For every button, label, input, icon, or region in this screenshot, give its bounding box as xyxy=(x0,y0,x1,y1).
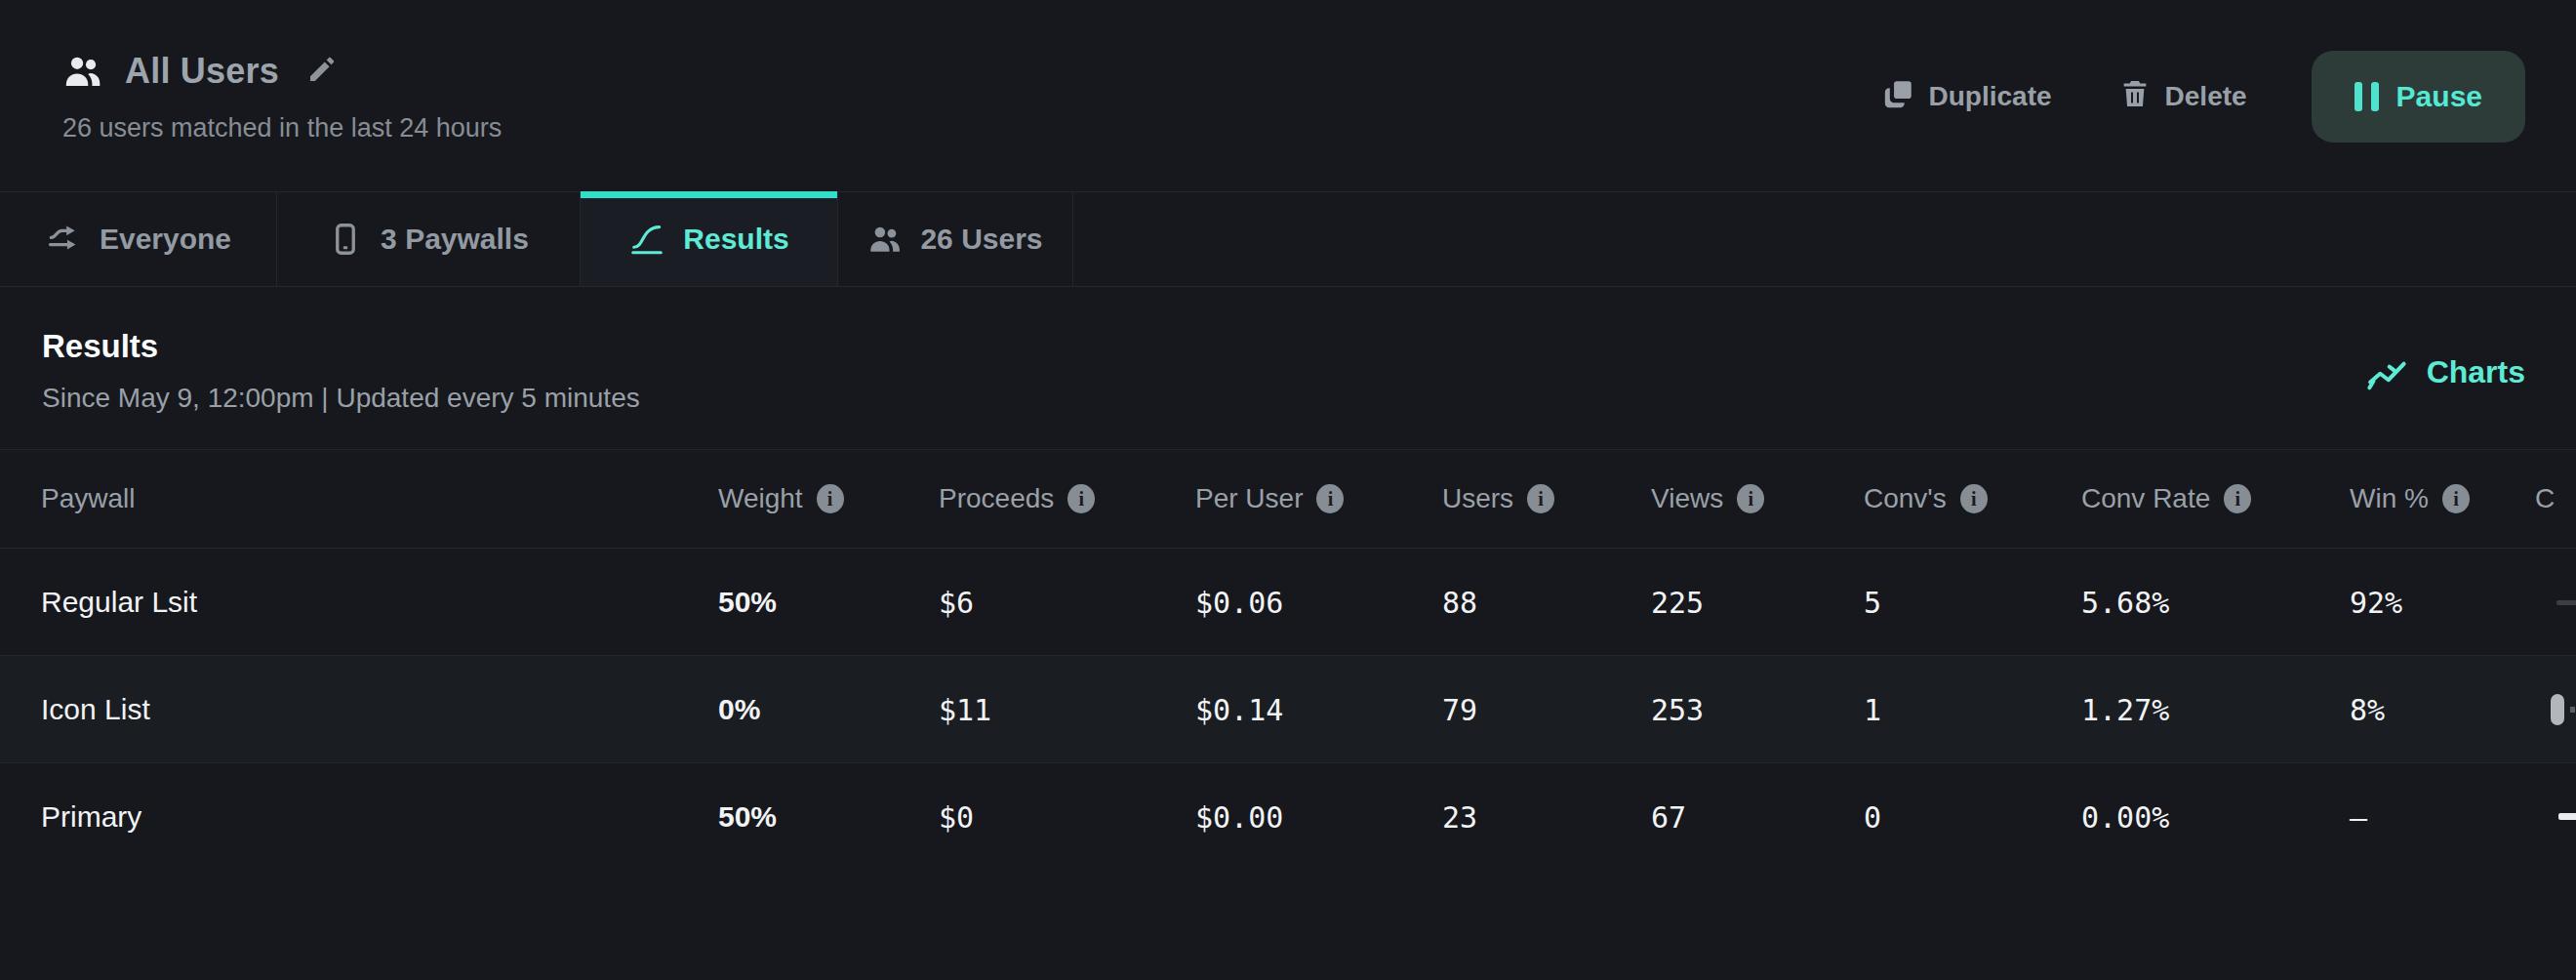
win-pct-value: 8% xyxy=(2350,693,2535,727)
tab-bar: Everyone 3 Paywalls Results xyxy=(0,191,2576,287)
phone-icon xyxy=(328,222,363,257)
duplicate-button[interactable]: Duplicate xyxy=(1863,61,2072,133)
range-pill-icon xyxy=(2551,694,2564,725)
users-icon xyxy=(867,222,903,257)
confidence-marker xyxy=(2535,549,2576,656)
info-icon[interactable]: i xyxy=(1960,484,1988,513)
confidence-marker xyxy=(2535,763,2576,871)
experiment-header: All Users 26 users matched in the last 2… xyxy=(0,0,2576,191)
results-table: Paywall Weighti Proceedsi Per Useri User… xyxy=(0,449,2576,871)
charts-label: Charts xyxy=(2427,354,2525,390)
per-user-value: $0.14 xyxy=(1195,693,1442,727)
confidence-marker xyxy=(2535,656,2576,763)
convs-value: 5 xyxy=(1864,586,2081,620)
pause-button[interactable]: Pause xyxy=(2312,51,2525,143)
col-weight: Weight xyxy=(718,483,803,514)
tab-paywalls-label: 3 Paywalls xyxy=(381,223,529,256)
charts-button[interactable]: Charts xyxy=(2364,349,2525,394)
edit-title-button[interactable] xyxy=(306,54,338,88)
col-paywall: Paywall xyxy=(41,483,135,514)
paywall-name: Primary xyxy=(0,800,718,834)
conv-rate-value: 0.00% xyxy=(2081,800,2350,835)
views-value: 225 xyxy=(1651,586,1864,620)
copy-icon xyxy=(1882,77,1915,117)
views-value: 67 xyxy=(1651,800,1864,835)
convs-value: 0 xyxy=(1864,800,2081,835)
pause-label: Pause xyxy=(2396,80,2482,113)
col-convs: Conv's xyxy=(1864,483,1947,514)
weight-value: 50% xyxy=(718,800,939,834)
range-dash-icon xyxy=(2556,600,2576,605)
col-views: Views xyxy=(1651,483,1723,514)
tab-bar-filler xyxy=(1073,192,2576,286)
paywall-name: Regular Lsit xyxy=(0,586,718,619)
results-subheading: Since May 9, 12:00pm | Updated every 5 m… xyxy=(42,383,640,414)
win-pct-value: – xyxy=(2350,800,2535,835)
weight-value: 0% xyxy=(718,693,939,726)
delete-label: Delete xyxy=(2165,81,2247,112)
conv-rate-value: 5.68% xyxy=(2081,586,2350,620)
views-value: 253 xyxy=(1651,693,1864,727)
conv-rate-value: 1.27% xyxy=(2081,693,2350,727)
chart-curve-icon xyxy=(628,221,665,258)
duplicate-label: Duplicate xyxy=(1929,81,2052,112)
tab-everyone[interactable]: Everyone xyxy=(0,192,277,286)
range-dash-icon xyxy=(2558,813,2576,820)
col-conv-rate: Conv Rate xyxy=(2081,483,2210,514)
matched-users-subtitle: 26 users matched in the last 24 hours xyxy=(62,113,502,143)
info-icon[interactable]: i xyxy=(2224,484,2251,513)
info-icon[interactable]: i xyxy=(1737,484,1764,513)
col-cutoff: C xyxy=(2535,483,2555,514)
col-proceeds: Proceeds xyxy=(939,483,1054,514)
trending-line-icon xyxy=(2364,349,2409,394)
per-user-value: $0.00 xyxy=(1195,800,1442,835)
pencil-icon xyxy=(306,54,338,88)
weight-value: 50% xyxy=(718,586,939,619)
tab-paywalls[interactable]: 3 Paywalls xyxy=(277,192,581,286)
range-dots-icon xyxy=(2570,707,2576,713)
experiment-dashboard: All Users 26 users matched in the last 2… xyxy=(0,0,2576,980)
info-icon[interactable]: i xyxy=(1316,484,1344,513)
users-icon xyxy=(62,51,103,92)
trash-icon xyxy=(2118,77,2152,117)
tab-results-label: Results xyxy=(683,223,788,256)
pause-icon xyxy=(2355,82,2379,111)
table-row-icon-list[interactable]: Icon List 0% $11 $0.14 79 253 1 1.27% 8% xyxy=(0,656,2576,763)
tab-users[interactable]: 26 Users xyxy=(838,192,1073,286)
header-actions: Duplicate Delete Pause xyxy=(1863,51,2525,143)
info-icon[interactable]: i xyxy=(817,484,844,513)
users-value: 23 xyxy=(1442,800,1651,835)
proceeds-value: $0 xyxy=(939,800,1195,835)
proceeds-value: $11 xyxy=(939,693,1195,727)
page-title: All Users xyxy=(125,51,279,92)
tab-results[interactable]: Results xyxy=(581,192,838,286)
results-heading: Results xyxy=(42,328,640,365)
title-block: All Users 26 users matched in the last 2… xyxy=(62,51,502,143)
table-row-regular-lsit[interactable]: Regular Lsit 50% $6 $0.06 88 225 5 5.68%… xyxy=(0,549,2576,656)
users-value: 88 xyxy=(1442,586,1651,620)
col-per-user: Per User xyxy=(1195,483,1303,514)
users-value: 79 xyxy=(1442,693,1651,727)
col-users: Users xyxy=(1442,483,1513,514)
table-header-row: Paywall Weighti Proceedsi Per Useri User… xyxy=(0,449,2576,549)
results-section-header: Results Since May 9, 12:00pm | Updated e… xyxy=(0,287,2576,449)
paywall-name: Icon List xyxy=(0,693,718,726)
per-user-value: $0.06 xyxy=(1195,586,1442,620)
win-pct-value: 92% xyxy=(2350,586,2535,620)
info-icon[interactable]: i xyxy=(1067,484,1095,513)
route-split-icon xyxy=(45,221,82,258)
info-icon[interactable]: i xyxy=(2442,484,2470,513)
proceeds-value: $6 xyxy=(939,586,1195,620)
info-icon[interactable]: i xyxy=(1527,484,1554,513)
tab-users-label: 26 Users xyxy=(920,223,1042,256)
table-row-primary[interactable]: Primary 50% $0 $0.00 23 67 0 0.00% – xyxy=(0,763,2576,871)
convs-value: 1 xyxy=(1864,693,2081,727)
delete-button[interactable]: Delete xyxy=(2099,61,2267,133)
col-win-pct: Win % xyxy=(2350,483,2429,514)
tab-everyone-label: Everyone xyxy=(100,223,231,256)
